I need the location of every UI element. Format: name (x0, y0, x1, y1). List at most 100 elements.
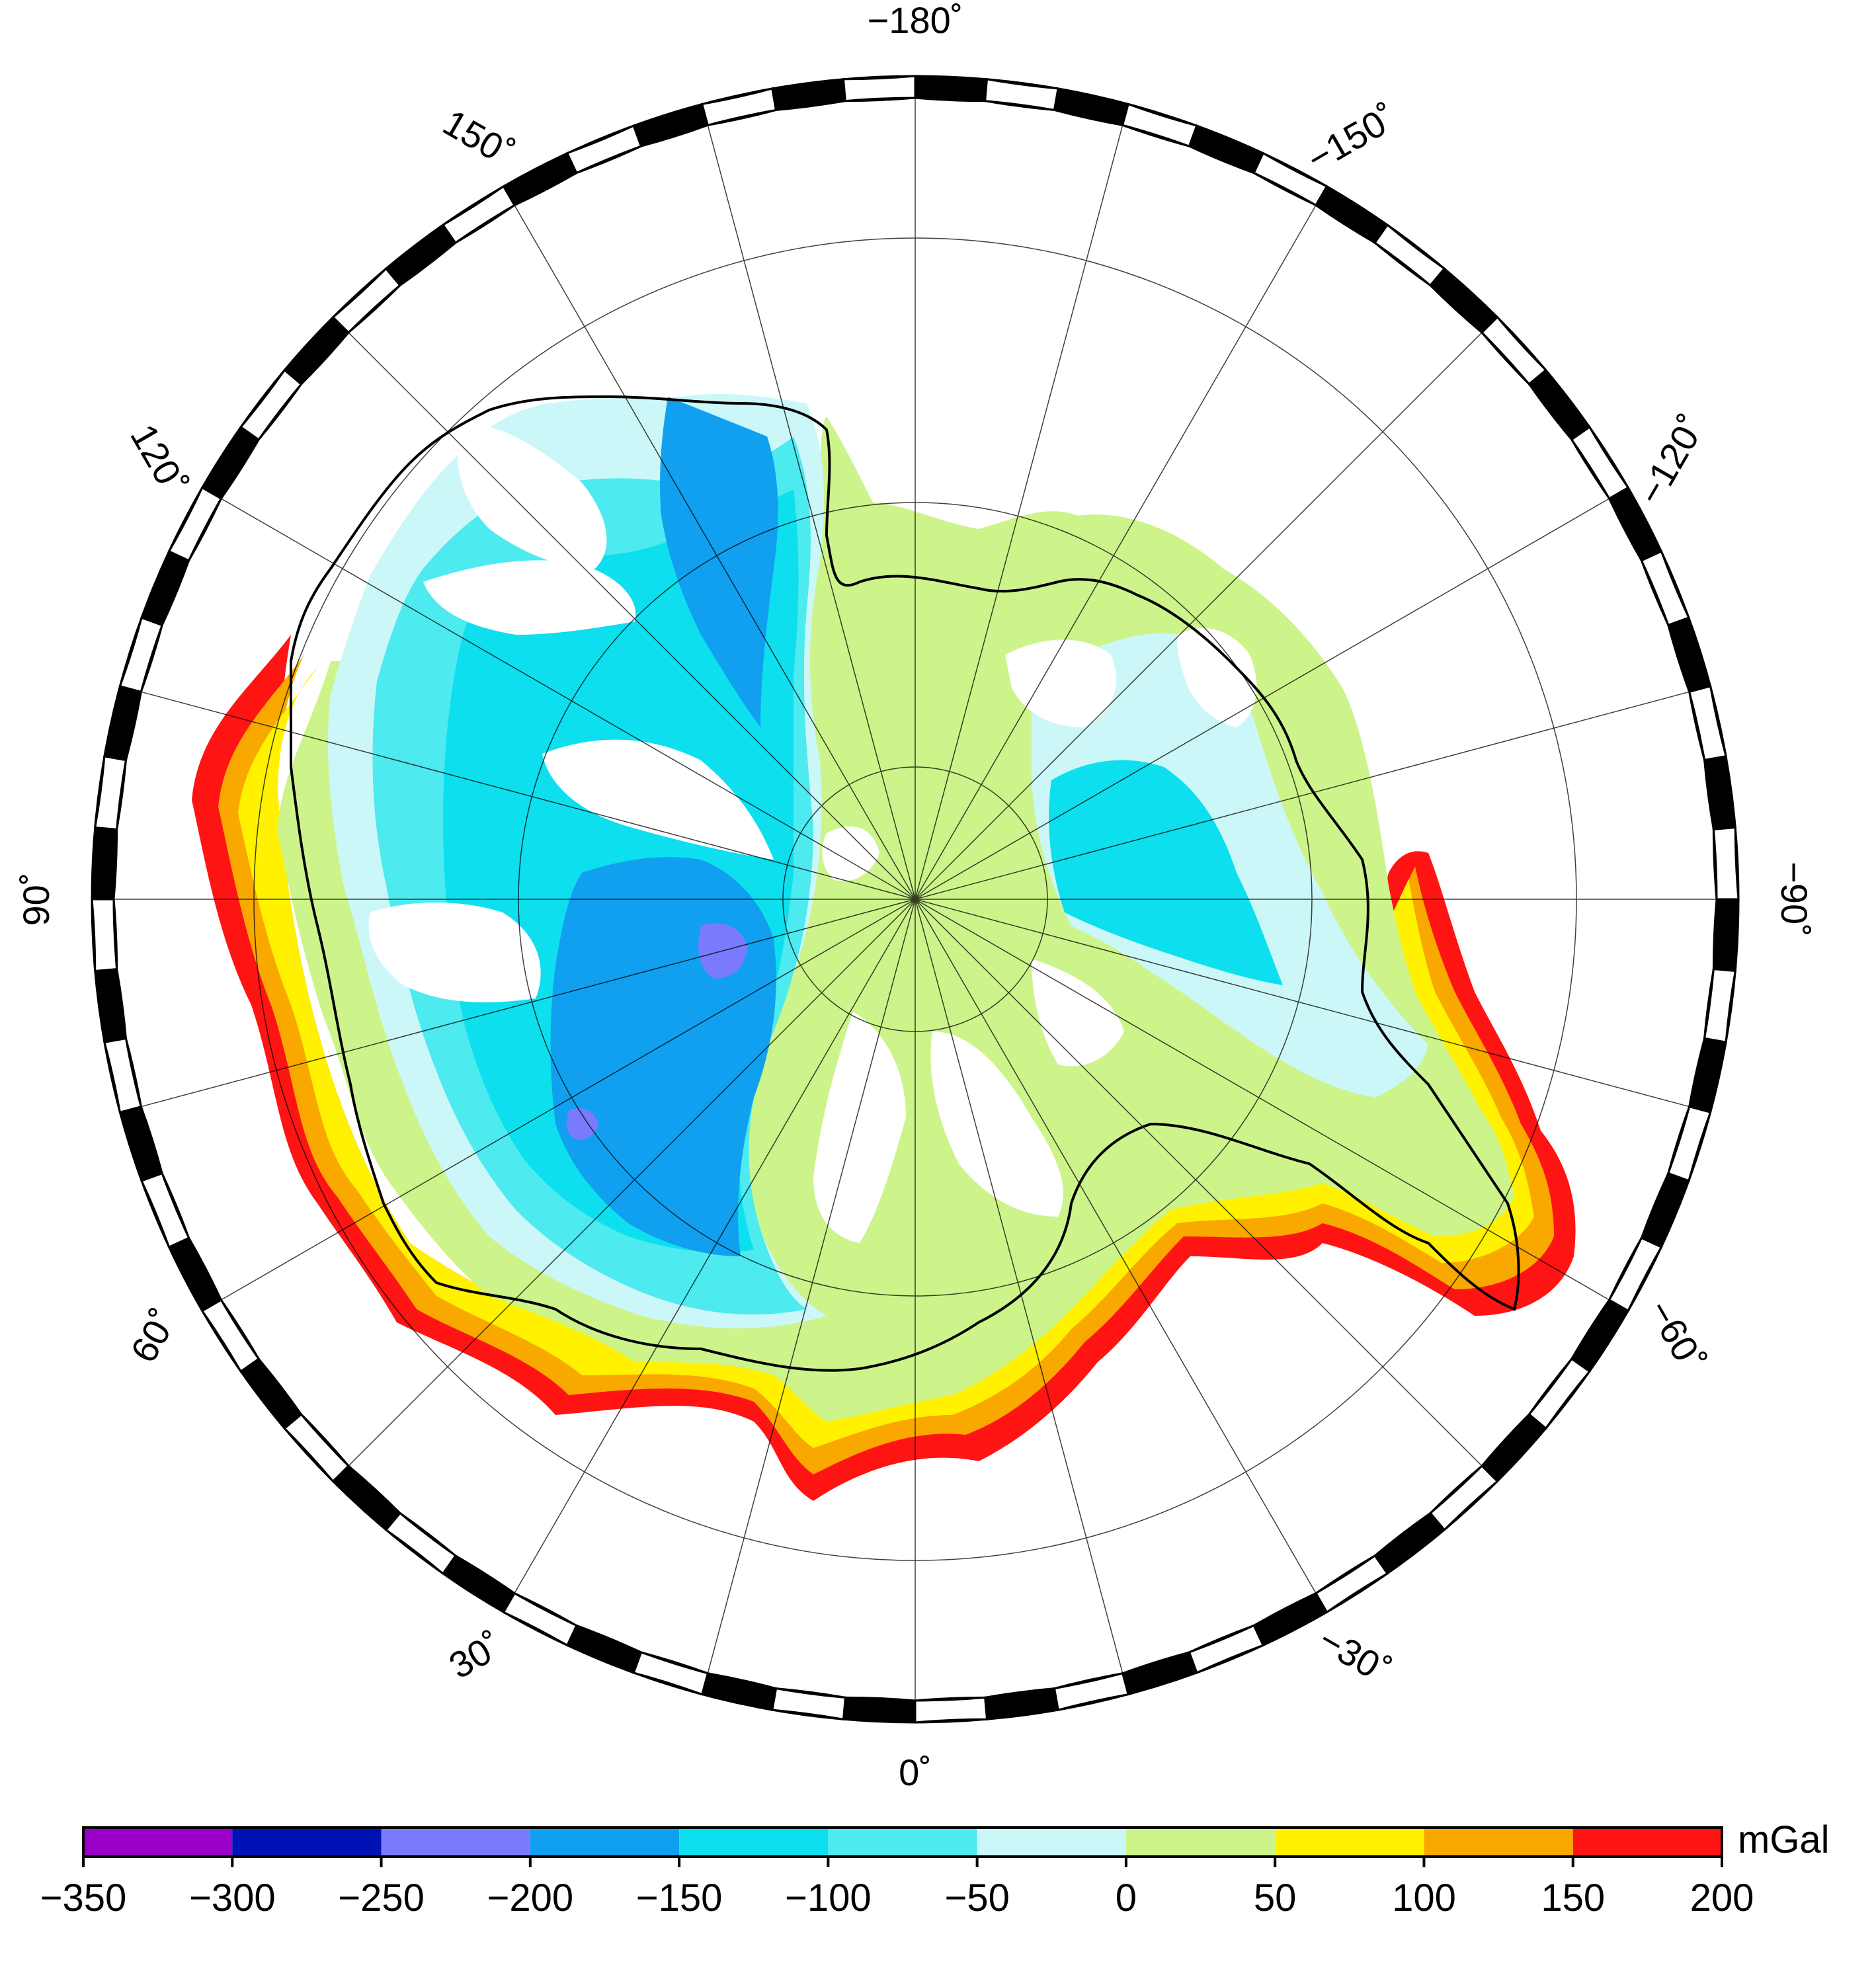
meridian-line (348, 899, 916, 1467)
colorbar-outline (82, 1826, 1723, 1858)
meridian-line (915, 332, 1483, 900)
colorbar-bin (828, 1828, 977, 1857)
frame-segment (1570, 425, 1630, 500)
frame-segment (1667, 616, 1712, 694)
frame-segment (1480, 315, 1547, 385)
colorbar-tick-label: 50 (1254, 1876, 1297, 1919)
frame-segment (384, 1512, 457, 1576)
colorbar-tick-label: 200 (1690, 1876, 1754, 1919)
frame-segment (200, 1299, 261, 1373)
colorbar-tick-label: 0 (1116, 1876, 1137, 1919)
meridian-line (915, 899, 1610, 1301)
frame-segment (1528, 1357, 1592, 1430)
frame-segment (103, 1037, 143, 1114)
latitude-ring (782, 766, 1048, 1032)
colorbar-bin (381, 1828, 530, 1857)
meridian-line (707, 125, 916, 900)
frame-segment (103, 684, 143, 762)
longitude-label: 30˚ (442, 1624, 509, 1687)
colorbar-tick-label: 100 (1392, 1876, 1456, 1919)
longitude-label: −30˚ (1312, 1619, 1398, 1692)
longitude-label: 90˚ (15, 873, 57, 926)
colorbar-unit-label: mGal (1738, 1818, 1830, 1861)
colorbar-tick-label: −250 (338, 1876, 425, 1919)
longitude-label: −90˚ (1774, 862, 1815, 937)
frame-segment (1528, 368, 1592, 441)
field-band-minus200-minus150-b (660, 397, 778, 727)
meridian-line (141, 899, 916, 1108)
colorbar-bin (232, 1828, 382, 1857)
frame-segment (384, 223, 457, 287)
colorbar-tick-label: −200 (487, 1876, 573, 1919)
meridian-line (915, 125, 1123, 900)
frame-segment (200, 425, 261, 500)
colorbar-tick-label: −150 (636, 1876, 723, 1919)
colorbar-bin (1424, 1828, 1573, 1857)
frame-segment (331, 267, 401, 335)
frame-segment (1688, 1037, 1727, 1114)
frame-segment (1480, 1413, 1547, 1483)
frame-segment (700, 87, 778, 127)
frame-segment (1121, 102, 1198, 147)
meridian-line (514, 205, 916, 900)
colorbar-bin (679, 1828, 829, 1857)
meridian-line (915, 205, 1317, 900)
frame-segment (441, 1554, 516, 1614)
frame-segment (1315, 184, 1389, 245)
frame-segment (441, 184, 516, 245)
frame-segment (239, 1357, 303, 1430)
graticule (114, 98, 1717, 1701)
colorbar-bin (1275, 1828, 1424, 1857)
frame-segment (331, 1464, 401, 1531)
colorbar-tick-label: −100 (785, 1876, 872, 1919)
colorbar-bin (1125, 1828, 1276, 1857)
colorbar-bins (83, 1828, 1722, 1857)
map-frame (91, 75, 1740, 1724)
meridian-line (915, 691, 1690, 900)
coastline (289, 395, 1520, 1372)
frame-segment (1429, 267, 1499, 335)
meridian-line (221, 899, 916, 1301)
meridian-line (915, 498, 1610, 900)
frame-border-outer (91, 75, 1740, 1724)
meridian-line (915, 899, 1123, 1674)
longitude-label: −180˚ (868, 0, 963, 41)
meridian-line (514, 899, 916, 1594)
polar-map: −180˚ −150˚ −120˚ −90˚ −60˚ −30˚ 0˚ 30˚ 60˚ 90˚ 12… (15, 0, 1815, 1793)
latitude-ring (253, 237, 1577, 1561)
frame-segment (1053, 1672, 1130, 1711)
longitude-label: 60˚ (122, 1302, 185, 1369)
colorbar-bin (1572, 1828, 1722, 1857)
frame-segment (283, 1413, 350, 1483)
colorbar-tick-label: 150 (1541, 1876, 1605, 1919)
frame-border-inner (112, 97, 1718, 1702)
longitude-label: −60˚ (1640, 1293, 1713, 1379)
longitude-label: 150˚ (436, 101, 522, 175)
meridian-line (915, 899, 1317, 1594)
colorbar-tick-label: −50 (944, 1876, 1009, 1919)
frame-segment (1315, 1554, 1389, 1614)
frame-segment (700, 1672, 778, 1711)
meridian-line (141, 691, 916, 900)
longitude-label: −150˚ (1300, 96, 1404, 180)
colorbar-tick-label: −350 (40, 1876, 127, 1919)
frame-segment (1053, 87, 1130, 127)
frame-segment (1667, 1105, 1712, 1182)
colorbar-ticks: −350 −300 −250 −200 −150 −100 −50 0 50 100 150 200 (40, 1857, 1754, 1919)
frame-segment (283, 315, 350, 385)
colorbar-bin (530, 1828, 680, 1857)
gravity-anomaly-field (192, 393, 1576, 1501)
frame-segment (118, 616, 163, 694)
longitude-label: 0˚ (899, 1752, 932, 1793)
frame-segment (118, 1105, 163, 1182)
frame-segment (1688, 684, 1727, 762)
meridian-line (221, 498, 916, 900)
colorbar: −350 −300 −250 −200 −150 −100 −50 0 50 100 150 200 … (40, 1818, 1830, 1919)
frame-segment (1429, 1464, 1499, 1531)
colorbar-tick-label: −300 (189, 1876, 276, 1919)
frame-segment (632, 102, 710, 147)
meridian-line (707, 899, 916, 1674)
meridian-line (348, 332, 916, 900)
meridian-line (915, 899, 1690, 1108)
field-band-minus150-minus100-east (1049, 760, 1283, 985)
